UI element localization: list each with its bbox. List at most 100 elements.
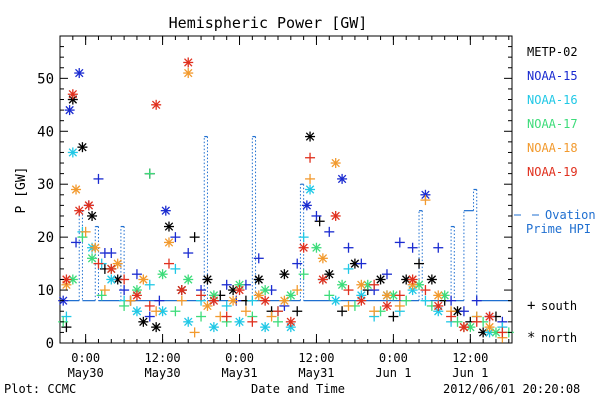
point-south-NOAA-17 [452,316,463,327]
point-south-NOAA-19 [369,279,380,290]
marker-stroke [203,301,212,311]
chart-title: Hemispheric Power [GW] [169,14,368,32]
marker-stroke [427,275,437,284]
point-south-NOAA-17 [324,290,335,301]
marker-stroke [302,201,312,210]
marker-stroke [228,285,238,295]
marker-stroke [331,211,340,221]
marker-stroke [184,58,193,67]
point-south-NOAA-15 [253,253,264,264]
marker-stroke [478,328,488,337]
point-south-METP-02 [61,322,72,333]
point-south-NOAA-19 [446,311,457,322]
marker-stroke [331,296,340,305]
marker-stroke [132,307,142,316]
point-north-METP-02 [77,142,88,153]
marker-stroke [87,254,97,263]
marker-stroke [235,285,244,295]
point-south-NOAA-18 [266,311,277,322]
point-north-METP-02 [87,210,98,221]
point-south-NOAA-15 [183,248,194,259]
x-tick-date-label: May31 [221,366,257,380]
marker-stroke [466,322,475,332]
legend-entry-metp-02: METP-02 [527,45,578,59]
marker-stroke [414,280,424,289]
point-north-NOAA-17 [157,269,168,280]
point-south-NOAA-19 [163,258,174,269]
marker-stroke [68,90,78,99]
marker-stroke [421,190,430,200]
marker-stroke [337,174,347,184]
point-north-NOAA-16 [260,322,271,333]
point-south-METP-02 [388,311,399,322]
point-south-NOAA-15 [394,237,405,248]
point-south-NOAA-15 [144,311,155,322]
point-south-NOAA-15 [170,232,181,243]
point-north-NOAA-16 [183,316,194,327]
point-north-NOAA-19 [61,274,72,285]
point-south-NOAA-15 [221,279,232,290]
south-marker-label: south [541,299,577,313]
marker-stroke [209,322,219,332]
point-south-NOAA-15 [446,295,457,306]
point-north-NOAA-19 [151,99,162,110]
point-south-NOAA-18 [99,285,110,296]
marker-stroke [318,275,328,284]
point-north-NOAA-18 [90,242,101,253]
point-south-NOAA-15 [71,237,82,248]
marker-stroke [491,328,501,337]
x-tick-date-label: May30 [68,366,104,380]
point-south-NOAA-18 [420,195,431,206]
point-south-NOAA-18 [80,226,91,237]
point-south-NOAA-15 [343,242,354,253]
y-tick-label: 0 [46,336,54,352]
marker-stroke [164,238,174,247]
point-south-NOAA-18 [394,300,405,311]
point-south-NOAA-18 [305,173,316,184]
point-north-METP-02 [253,274,264,285]
marker-stroke [357,280,366,289]
point-north-NOAA-19 [407,274,418,285]
point-north-NOAA-18 [356,279,367,290]
point-south-NOAA-18 [151,306,162,317]
point-north-NOAA-19 [298,242,309,253]
point-south-NOAA-17 [170,306,181,317]
marker-stroke [164,222,174,231]
point-south-NOAA-17 [298,269,309,280]
legend-entry-noaa-15: NOAA-15 [527,69,578,83]
point-north-NOAA-17 [260,285,271,296]
marker-stroke [78,142,87,152]
point-south-NOAA-15 [93,173,104,184]
point-south-NOAA-17 [96,290,107,301]
marker-stroke [305,132,315,141]
point-north-NOAA-19 [330,210,341,221]
marker-stroke [254,291,263,300]
marker-stroke [286,317,296,327]
point-south-NOAA-17 [77,232,88,243]
point-south-METP-02 [292,306,303,317]
point-north-NOAA-19 [458,322,469,333]
point-north-NOAA-18 [484,322,495,333]
point-north-NOAA-19 [67,89,78,100]
point-south-NOAA-17 [196,311,207,322]
point-south-NOAA-16 [298,232,309,243]
point-north-NOAA-17 [183,274,194,285]
marker-stroke [434,301,443,311]
ovation-legend: Ovation Prime HPI [514,208,596,236]
point-north-NOAA-18 [279,295,290,306]
point-north-NOAA-19 [131,290,142,301]
point-south-NOAA-16 [144,279,155,290]
point-north-METP-02 [228,285,239,296]
point-north-NOAA-19 [484,311,495,322]
x-axis: 0:00May3012:00May300:00May3112:00May310:… [59,36,510,380]
point-north-NOAA-18 [138,274,149,285]
point-south-NOAA-19 [247,316,258,327]
point-south-METP-02 [189,232,200,243]
north-marker-symbol: * [527,330,535,346]
point-south-NOAA-18 [240,306,251,317]
marker-stroke [75,206,84,215]
y-tick-label: 20 [37,230,54,246]
south-marker-symbol: + [527,298,535,314]
plot-frame [59,35,513,344]
point-north-NOAA-19 [106,263,117,274]
